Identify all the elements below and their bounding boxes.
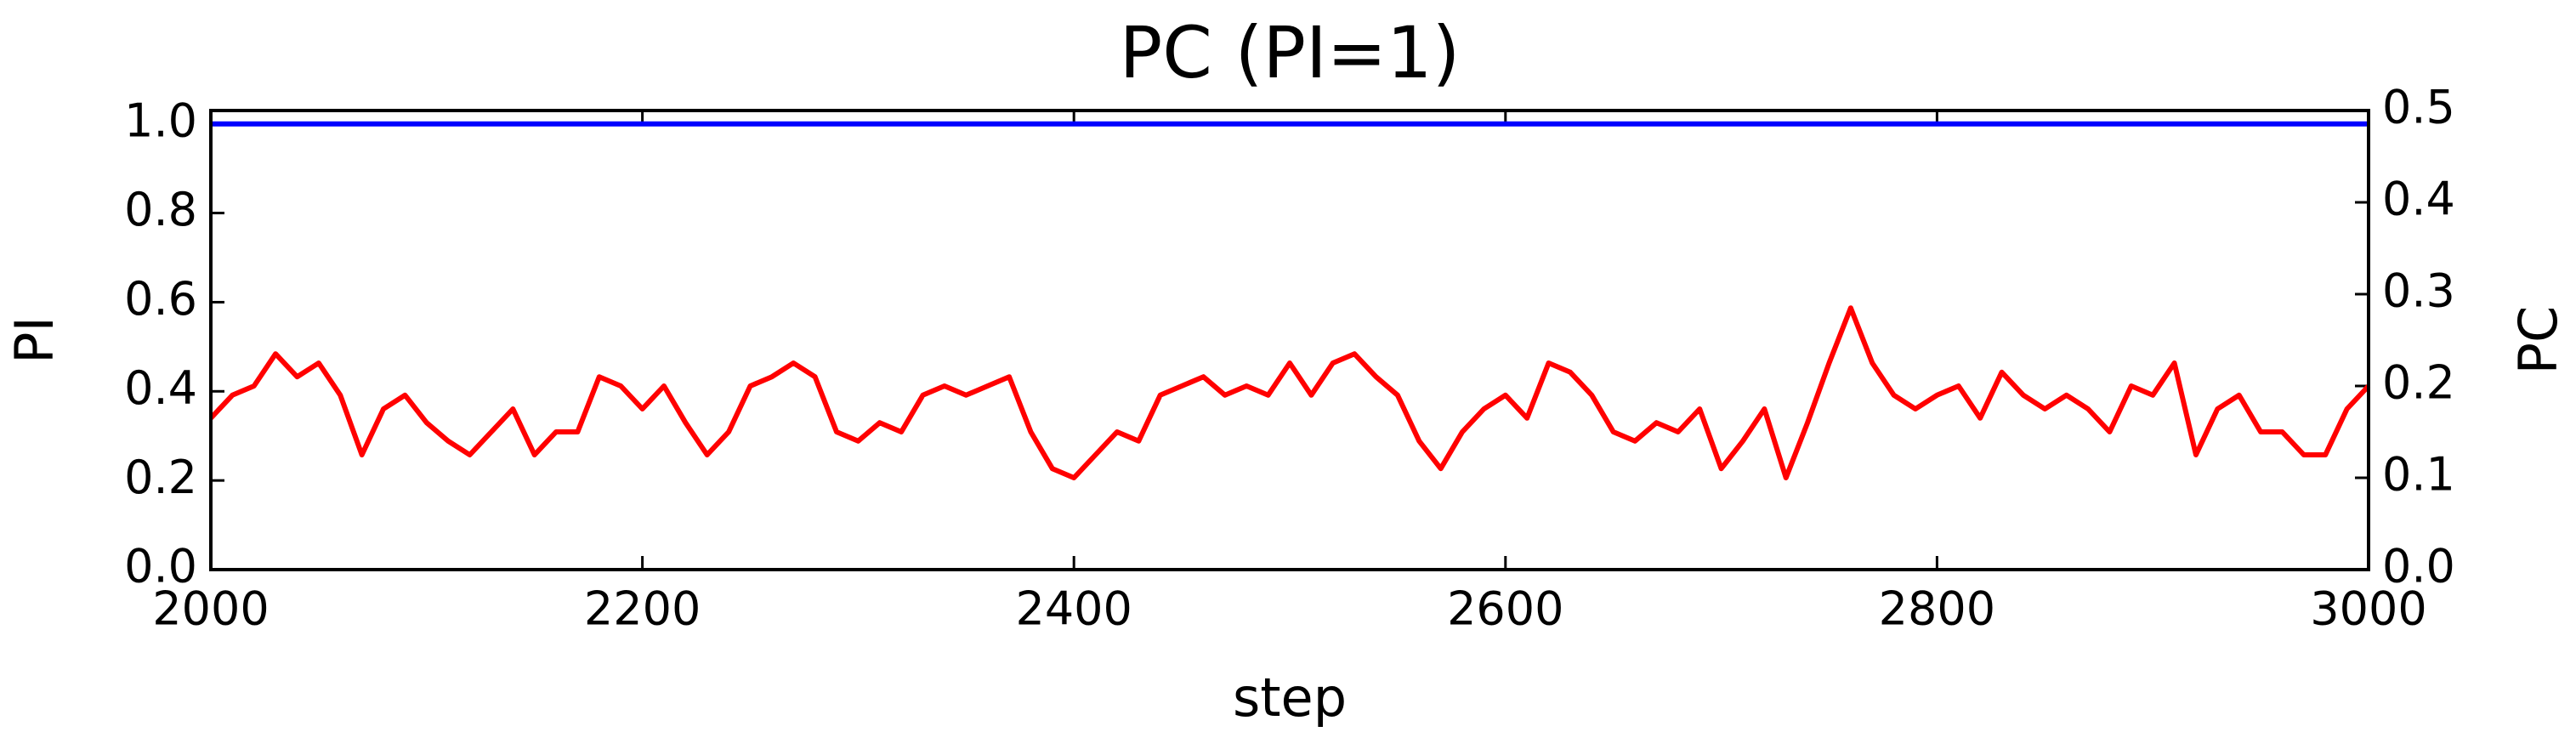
x-axis-label: step (1233, 667, 1347, 729)
x-tick-label: 2400 (1015, 582, 1132, 636)
x-tick-label: 2000 (152, 582, 269, 636)
x-tick-label: 3000 (2310, 582, 2426, 636)
y2-tick-label: 0.5 (2382, 81, 2455, 134)
y2-tick-label: 0.0 (2382, 540, 2455, 593)
y-tick-label: 0.0 (124, 540, 197, 593)
x-tick-label: 2800 (1879, 582, 1995, 636)
y-axis-label: PI (3, 316, 65, 364)
plot-frame (209, 109, 2370, 571)
y-tick-label: 0.4 (124, 361, 197, 415)
y-tick-label: 0.6 (124, 272, 197, 326)
chart-title: PC (PI=1) (1120, 11, 1461, 94)
y-tick-label: 0.8 (124, 183, 197, 236)
y2-tick-label: 0.2 (2382, 356, 2455, 410)
y-tick-label: 1.0 (124, 94, 197, 147)
y2-axis-label: PC (2507, 306, 2569, 375)
x-tick-label: 2200 (584, 582, 701, 636)
y2-tick-label: 0.4 (2382, 173, 2455, 226)
y-tick-label: 0.2 (124, 451, 197, 504)
x-tick-label: 2600 (1447, 582, 1563, 636)
y2-tick-label: 0.3 (2382, 264, 2455, 318)
y2-tick-label: 0.1 (2382, 448, 2455, 502)
series-line (208, 305, 2371, 480)
